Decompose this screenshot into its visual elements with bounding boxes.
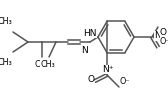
Text: O: O: [160, 28, 167, 37]
Text: CH₃: CH₃: [35, 60, 49, 69]
Text: CH₃: CH₃: [0, 17, 12, 26]
Text: CH₃: CH₃: [0, 58, 12, 67]
Text: O⁻: O⁻: [120, 77, 131, 86]
Text: N⁺: N⁺: [102, 65, 114, 74]
Text: O⁻: O⁻: [160, 37, 168, 46]
Text: CH₃: CH₃: [41, 60, 55, 69]
Text: O: O: [87, 75, 94, 84]
Text: N⁺: N⁺: [154, 32, 165, 41]
Text: HN: HN: [83, 29, 97, 38]
Text: N: N: [81, 46, 88, 55]
